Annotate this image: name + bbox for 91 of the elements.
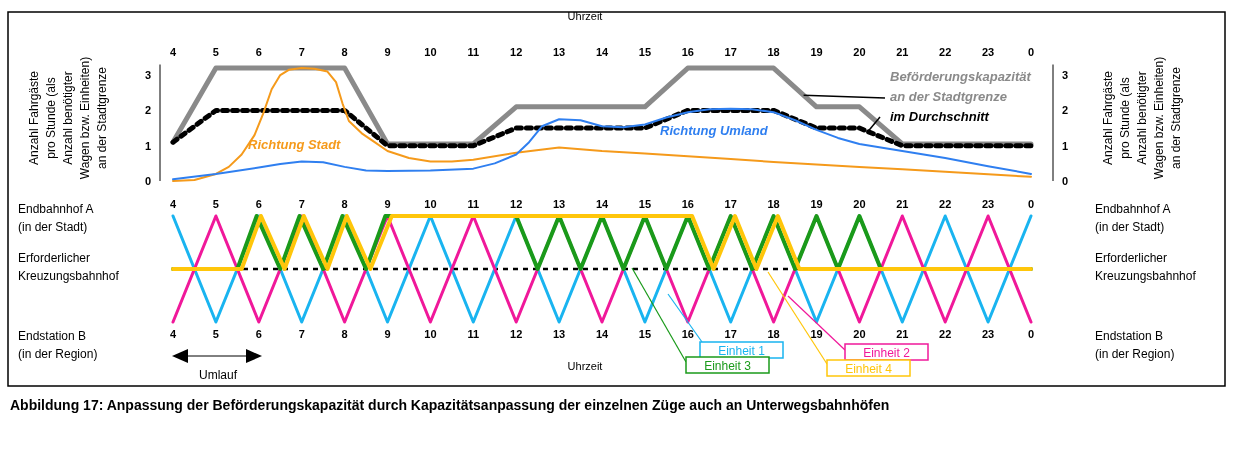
y2-tick-label: 2 (1061, 104, 1069, 117)
x2-tick-label: 11 (467, 198, 480, 210)
y-axis-title: Anzahl Fahrgäste pro Stunde (als Anzahl benötigter Wagen bzw. Einheiten) an der Stadtgrenze (27, 56, 109, 180)
x-tick-label: 15 (638, 46, 652, 58)
series-label: Richtung Stadt (248, 137, 342, 152)
y2-tick-label: 0 (1061, 175, 1069, 187)
x2-tick-label: 7 (298, 198, 305, 210)
y-tick-label: 1 (144, 139, 152, 152)
x-tick-label: 12 (510, 46, 523, 58)
text: Endstation B (in der Region) (18, 329, 98, 361)
x2-tick-label: 12 (510, 198, 523, 210)
x-tick-label: 11 (467, 46, 480, 58)
y2-tick-label: 3 (1061, 69, 1069, 82)
x2-tick-label: 17 (724, 198, 737, 210)
series-label: Beförderungskapazität an der Stadtgrenze (890, 69, 1032, 104)
x-tick-label: 0 (1027, 46, 1035, 58)
x2-tick-label: 21 (896, 198, 909, 210)
text: Einheit 1 (718, 343, 766, 358)
y-tick-label: 3 (144, 69, 152, 82)
x2-tick-label: 22 (939, 198, 952, 210)
x-tick-label: 19 (810, 46, 823, 58)
x-tick-label: 8 (341, 46, 348, 58)
x-tick-label: 22 (939, 328, 952, 340)
text: Einheit 3 (704, 358, 752, 373)
x2-tick-label: 9 (384, 198, 391, 210)
x-tick-label: 12 (510, 328, 523, 340)
x-tick-label: 18 (767, 46, 780, 58)
text: Endbahnhof A (in der Stadt) (1095, 202, 1171, 234)
x-tick-label: 9 (384, 328, 391, 340)
x-axis-title: Uhrzeit (567, 360, 603, 372)
x-tick-label: 0 (1027, 328, 1035, 340)
x-tick-label: 4 (169, 328, 177, 340)
text: Abbildung 17: Anpassung der Beförderungskapazität durch Kapazitätsanpassung der einzelnen Züge auch an Unterwegsbahnhöfen (10, 397, 890, 413)
x-tick-label: 5 (212, 328, 219, 340)
x-tick-label: 8 (341, 328, 348, 340)
text: Endbahnhof A (in der Stadt) (18, 202, 94, 234)
x2-tick-label: 20 (853, 198, 866, 210)
y2-axis-title: Anzahl Fahrgäste pro Stunde (als Anzahl benötigter Wagen bzw. Einheiten) an der Stadtgrenze (1101, 56, 1183, 180)
x-tick-label: 6 (255, 46, 262, 58)
x2-tick-label: 13 (552, 198, 566, 210)
x-tick-label: 10 (424, 46, 437, 58)
x-tick-label: 14 (595, 46, 609, 58)
x-tick-label: 18 (767, 328, 780, 340)
x-tick-label: 17 (724, 328, 737, 340)
x-tick-label: 6 (255, 328, 262, 340)
x-tick-label: 21 (896, 46, 909, 58)
x-tick-label: 7 (298, 46, 305, 58)
x2-tick-label: 4 (169, 198, 177, 210)
text: Erforderlicher Kreuzungsbahnhof (1095, 251, 1197, 283)
x-tick-label: 22 (939, 46, 952, 58)
x-axis-title: Uhrzeit (567, 10, 603, 22)
x-tick-label: 23 (981, 328, 995, 340)
x-tick-label: 13 (552, 46, 566, 58)
x-tick-label: 20 (853, 46, 866, 58)
x2-tick-label: 19 (810, 198, 823, 210)
x2-tick-label: 8 (341, 198, 348, 210)
x2-tick-label: 10 (424, 198, 437, 210)
text: Erforderlicher Kreuzungsbahnhof (18, 251, 120, 283)
y-tick-label: 2 (144, 104, 152, 117)
x2-tick-label: 15 (638, 198, 652, 210)
x-tick-label: 7 (298, 328, 305, 340)
x-tick-label: 4 (169, 46, 177, 58)
x2-tick-label: 18 (767, 198, 780, 210)
text: Umlauf (198, 368, 238, 382)
series-label: Richtung Umland (660, 123, 769, 138)
x-tick-label: 16 (681, 46, 694, 58)
x-tick-label: 19 (810, 328, 823, 340)
x-tick-label: 21 (896, 328, 909, 340)
x-tick-label: 13 (552, 328, 566, 340)
x-tick-label: 17 (724, 46, 737, 58)
x-tick-label: 23 (981, 46, 995, 58)
x2-tick-label: 0 (1027, 198, 1035, 210)
legend-label: im Durchschnitt (890, 109, 990, 124)
x2-tick-label: 5 (212, 198, 219, 210)
x-tick-label: 11 (467, 328, 480, 340)
series-label: Einheit 2 (863, 345, 911, 360)
text: Endstation B (in der Region) (1095, 329, 1175, 361)
x-tick-label: 14 (595, 328, 609, 340)
x-tick-label: 5 (212, 46, 219, 58)
x2-tick-label: 6 (255, 198, 262, 210)
x-tick-label: 16 (681, 328, 694, 340)
y-tick-label: 0 (144, 175, 152, 187)
x-tick-label: 9 (384, 46, 391, 58)
x-tick-label: 10 (424, 328, 437, 340)
x-tick-label: 15 (638, 328, 652, 340)
text: Einheit 4 (845, 361, 893, 376)
y2-tick-label: 1 (1061, 139, 1069, 152)
x2-tick-label: 14 (595, 198, 609, 210)
x2-tick-label: 23 (981, 198, 995, 210)
x-tick-label: 20 (853, 328, 866, 340)
x2-tick-label: 16 (681, 198, 694, 210)
